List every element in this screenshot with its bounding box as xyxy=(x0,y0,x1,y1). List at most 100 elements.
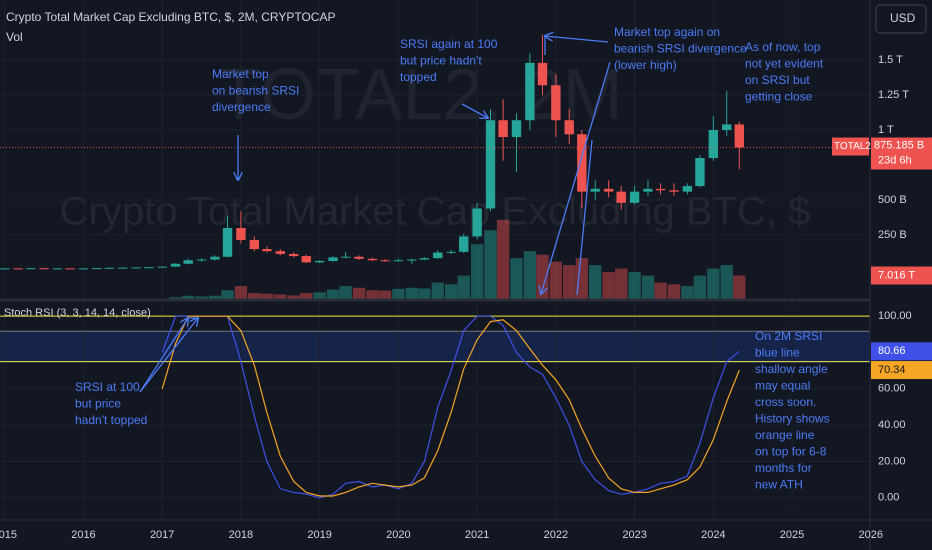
candle-body xyxy=(511,120,522,138)
candle-body xyxy=(643,188,653,192)
candle-body xyxy=(525,62,535,121)
volume-bar xyxy=(221,290,234,300)
symbol-tag xyxy=(832,137,869,156)
annotation: hadn't topped xyxy=(75,413,147,427)
volume-bar xyxy=(418,288,431,300)
volume-bar xyxy=(641,275,655,300)
candle-body xyxy=(39,268,49,270)
y-tick-label: 1.25 T xyxy=(878,89,909,101)
annotation: SRSI at 100 xyxy=(75,380,140,394)
annotation: On 2M SRSI xyxy=(755,329,822,343)
candle-body xyxy=(446,251,456,253)
candle-body xyxy=(118,267,128,269)
volume-bar xyxy=(654,282,667,300)
arrow xyxy=(541,61,611,294)
candle-body xyxy=(498,120,508,138)
volume-bar xyxy=(274,294,287,300)
volume-bar xyxy=(444,284,458,300)
x-tick-label: 2016 xyxy=(71,529,95,541)
volume-bar xyxy=(693,275,707,300)
annotation: orange line xyxy=(755,428,815,442)
candle-body xyxy=(26,268,36,270)
candle-body xyxy=(222,228,233,257)
candle-body xyxy=(669,190,679,192)
annotation: blue line xyxy=(755,346,800,360)
volume-bar xyxy=(431,282,444,300)
rsi-d-line xyxy=(161,315,740,497)
candle-body xyxy=(210,256,220,260)
rsi-tag xyxy=(871,361,932,380)
candle-body xyxy=(380,260,390,262)
currency-button[interactable] xyxy=(875,4,927,34)
rsi-tag-label: 80.66 xyxy=(878,345,906,357)
volume-bar xyxy=(405,287,418,300)
candle-body xyxy=(144,267,154,269)
volume-bar xyxy=(575,258,589,300)
rsi xyxy=(0,315,870,499)
x-tick-label: 2021 xyxy=(465,529,489,541)
candle-body xyxy=(0,268,10,270)
candle-body xyxy=(367,258,378,261)
volume-bar xyxy=(195,296,208,300)
candle-body xyxy=(236,228,246,240)
candle-body xyxy=(537,62,548,86)
rsi-tag-label: 70.34 xyxy=(878,364,906,376)
volume-bar xyxy=(470,244,484,300)
volume-bar xyxy=(510,258,523,300)
x-tick-label: 2019 xyxy=(307,529,331,541)
annotation: getting close xyxy=(745,90,813,104)
arrow xyxy=(461,103,488,118)
volume-bar xyxy=(667,284,681,300)
annotation: divergence xyxy=(212,100,271,114)
candle-body xyxy=(183,260,193,264)
candle-body xyxy=(734,124,744,148)
arrow xyxy=(139,318,198,393)
annotation: cross soon. xyxy=(755,395,816,409)
candle-body xyxy=(157,266,167,268)
candle-body xyxy=(13,268,23,270)
volume-bar xyxy=(248,293,261,300)
annotation: bearish SRSI divergence xyxy=(614,42,747,56)
candle-body xyxy=(407,259,417,261)
volume-bar xyxy=(287,295,300,300)
candle-body xyxy=(65,268,75,270)
candle-body xyxy=(328,257,338,261)
candle-body xyxy=(590,188,600,192)
volume-bar xyxy=(339,286,352,300)
volume-bar xyxy=(589,265,602,300)
volume-bar xyxy=(615,268,628,300)
volume-bar xyxy=(733,275,746,300)
volume-bar xyxy=(352,287,366,300)
y-tick-label: 40.00 xyxy=(878,419,906,431)
annotation: new ATH xyxy=(755,478,803,492)
y-tick-label: 1 T xyxy=(878,124,894,136)
candle-body xyxy=(419,258,430,260)
arrow xyxy=(545,36,609,43)
annotation: History shows xyxy=(755,412,830,426)
annotation: (lower high) xyxy=(614,58,677,72)
countdown: 23d 6h xyxy=(878,154,912,166)
arrow xyxy=(576,139,593,296)
x-tick-label: 2025 xyxy=(780,529,804,541)
candle-body xyxy=(196,259,207,261)
candle-body xyxy=(433,252,443,259)
volume-bar xyxy=(707,268,720,300)
volume-bar xyxy=(260,293,274,300)
volume-bar xyxy=(326,289,340,300)
candle-body xyxy=(708,130,719,159)
annotation: Market top xyxy=(212,67,269,81)
candle-body xyxy=(564,120,574,135)
candle-body xyxy=(170,263,181,267)
x-tick-label: 2018 xyxy=(229,529,253,541)
candle-body xyxy=(52,268,63,270)
candle-body xyxy=(131,267,141,269)
currency[interactable]: USD xyxy=(890,11,916,25)
candle-body xyxy=(577,134,587,192)
volume-bar xyxy=(300,293,313,300)
x-tick-label: 2020 xyxy=(386,529,410,541)
y-tick-label: 20.00 xyxy=(878,455,906,467)
candles xyxy=(0,34,870,270)
arrows xyxy=(139,36,611,393)
